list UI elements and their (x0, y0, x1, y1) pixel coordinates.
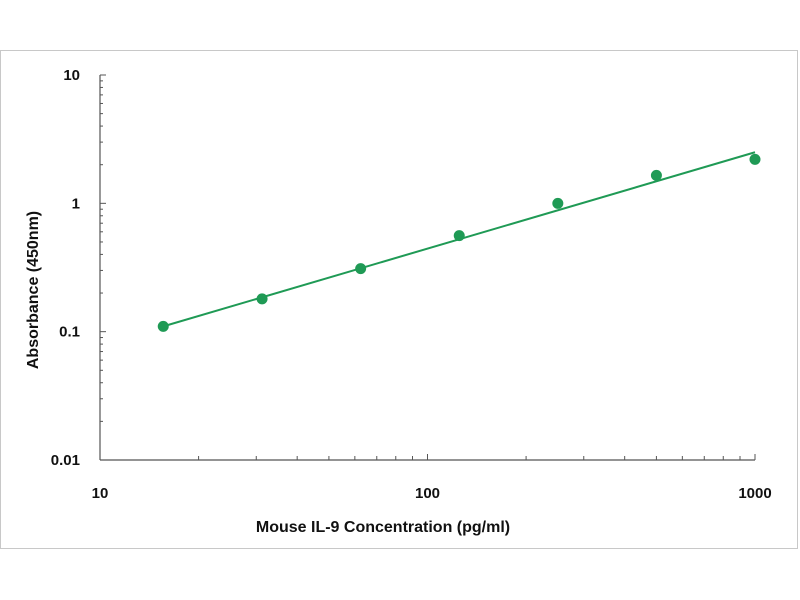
data-point (650, 169, 662, 181)
data-point (749, 153, 761, 165)
y-tick-label-0-1: 0.1 (59, 324, 80, 341)
ticks (99, 74, 756, 461)
data-point (157, 320, 169, 332)
data-points (157, 153, 761, 332)
y-tick-label-1: 1 (72, 195, 80, 212)
data-point (256, 293, 268, 305)
y-tick-label-0-01: 0.01 (51, 452, 80, 469)
y-tick-label-10: 10 (63, 67, 80, 84)
tick-labels: 10 1 0.1 0.01 10 100 1000 (51, 67, 772, 502)
axes (99, 75, 755, 461)
x-axis-title: Mouse IL-9 Concentration (pg/ml) (256, 519, 510, 536)
data-point (355, 263, 367, 275)
data-point (453, 230, 465, 242)
x-tick-label-100: 100 (415, 485, 440, 502)
y-axis-title: Absorbance (450nm) (25, 211, 42, 369)
chart-frame (0, 50, 798, 549)
x-tick-label-1000: 1000 (738, 485, 771, 502)
data-point (552, 197, 564, 209)
x-tick-label-10: 10 (92, 485, 109, 502)
